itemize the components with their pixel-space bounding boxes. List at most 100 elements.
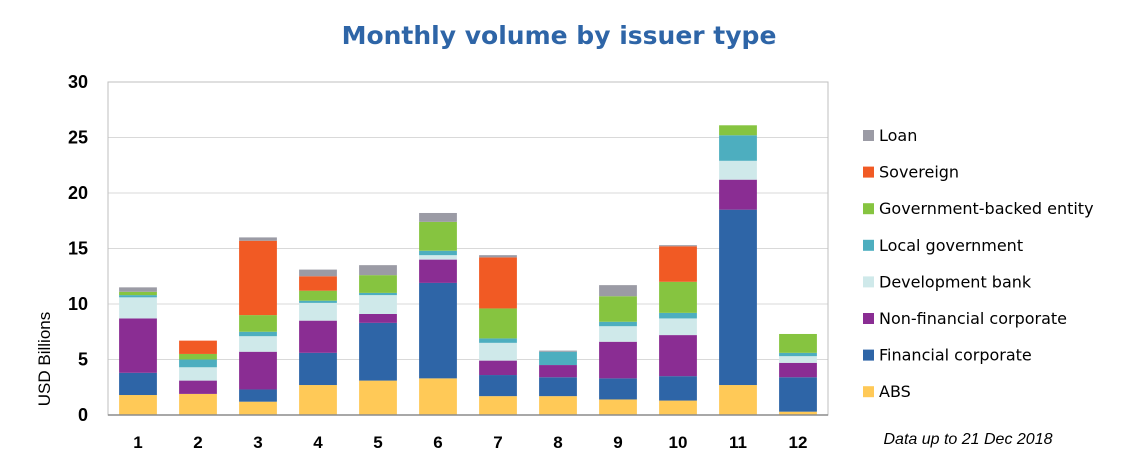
legend-item: Development bank — [863, 272, 1032, 291]
bar-segment — [599, 321, 637, 327]
x-axis-ticks: 1 2 3 4 5 6 7 8 9 10 11 12 — [133, 433, 807, 452]
legend-swatch — [863, 130, 874, 141]
bar-segment — [659, 281, 697, 313]
legend-item: Non-financial corporate — [863, 309, 1067, 328]
bar-segment — [659, 246, 697, 282]
bar-segment — [359, 380, 397, 415]
y-tick-label: 30 — [68, 72, 88, 92]
bar-segment — [299, 302, 337, 321]
bar-segment — [359, 292, 397, 296]
bar-segment — [659, 318, 697, 336]
bar-segment — [119, 297, 157, 319]
bar-segment — [419, 212, 457, 222]
legend-item: Financial corporate — [863, 346, 1032, 365]
bar-segment — [419, 250, 457, 256]
bar-segment — [119, 291, 157, 296]
bar-segment — [479, 396, 517, 415]
bar-segment — [119, 318, 157, 373]
legend-label: Non-financial corporate — [879, 309, 1067, 328]
bar-segment — [659, 312, 697, 319]
bar-segment — [539, 365, 577, 378]
legend-swatch — [863, 313, 874, 324]
bar-segment — [599, 378, 637, 400]
bar-segment — [779, 333, 817, 353]
bar-segment — [179, 393, 217, 415]
bar-segment — [479, 255, 517, 258]
bar-segment — [299, 269, 337, 277]
bar-segment — [779, 411, 817, 415]
bar-segment — [299, 290, 337, 301]
bar-segment — [779, 362, 817, 378]
x-tick-label: 9 — [613, 433, 622, 452]
legend-label: Development bank — [879, 272, 1032, 291]
legend-item: Government-backed entity — [863, 199, 1094, 218]
bar-segment — [539, 351, 577, 366]
legend-swatch — [863, 239, 874, 251]
bar-segment — [239, 336, 277, 352]
legend-swatch — [863, 349, 874, 361]
y-tick-label: 5 — [78, 350, 88, 370]
y-tick-label: 20 — [68, 183, 88, 203]
legend-swatch — [863, 386, 874, 398]
legend-label: Government-backed entity — [879, 199, 1094, 218]
data-date-note: Data up to 21 Dec 2018 — [883, 431, 1052, 448]
legend-label: Sovereign — [879, 163, 959, 182]
bar-segment — [779, 352, 817, 357]
bar-segment — [179, 380, 217, 394]
legend-item: Sovereign — [863, 163, 959, 182]
x-tick-label: 12 — [789, 433, 808, 452]
y-tick-label: 10 — [68, 294, 88, 314]
bar-segment — [599, 326, 637, 342]
x-tick-label: 2 — [193, 433, 202, 452]
bar-segment — [659, 400, 697, 415]
bar-segment — [719, 135, 757, 161]
bar-segment — [599, 399, 637, 415]
legend-swatch — [863, 276, 874, 288]
legend-label: Loan — [879, 126, 917, 145]
bars — [119, 125, 817, 415]
bar-segment — [359, 322, 397, 381]
y-tick-label: 15 — [68, 239, 88, 259]
legend-item: Loan — [863, 126, 917, 145]
bar-segment — [359, 275, 397, 293]
bar-segment — [599, 341, 637, 379]
bar-segment — [479, 338, 517, 343]
bar-segment — [479, 257, 517, 309]
y-axis-label: USD Billions — [35, 312, 54, 406]
y-tick-label: 0 — [78, 405, 88, 425]
bar-segment — [719, 209, 757, 386]
bar-segment — [659, 335, 697, 377]
bar-segment — [179, 340, 217, 354]
bar-segment — [239, 315, 277, 332]
x-tick-label: 5 — [373, 433, 382, 452]
bar-segment — [659, 245, 697, 247]
bar-segment — [779, 377, 817, 412]
legend-label: ABS — [879, 382, 911, 401]
x-tick-label: 4 — [313, 433, 323, 452]
plot-frame — [107, 81, 829, 416]
x-tick-label: 8 — [553, 433, 562, 452]
legend-item: ABS — [863, 382, 911, 401]
x-tick-label: 7 — [493, 433, 502, 452]
bar-segment — [599, 296, 637, 322]
bar-segment — [239, 401, 277, 415]
bar-segment — [599, 285, 637, 297]
bar-segment — [479, 342, 517, 361]
bar-segment — [419, 255, 457, 260]
bar-segment — [239, 351, 277, 390]
bar-segment — [119, 287, 157, 292]
bar-segment — [539, 396, 577, 415]
x-tick-label: 1 — [133, 433, 142, 452]
legend-label: Local government — [879, 236, 1023, 255]
bar-segment — [239, 237, 277, 241]
bar-segment — [179, 367, 217, 381]
bar-segment — [239, 331, 277, 337]
legend-label: Financial corporate — [879, 346, 1032, 365]
bar-segment — [419, 221, 457, 251]
bar-segment — [539, 350, 577, 352]
x-tick-label: 3 — [253, 433, 262, 452]
bar-segment — [299, 352, 337, 386]
bar-segment — [719, 160, 757, 180]
bar-segment — [299, 300, 337, 303]
